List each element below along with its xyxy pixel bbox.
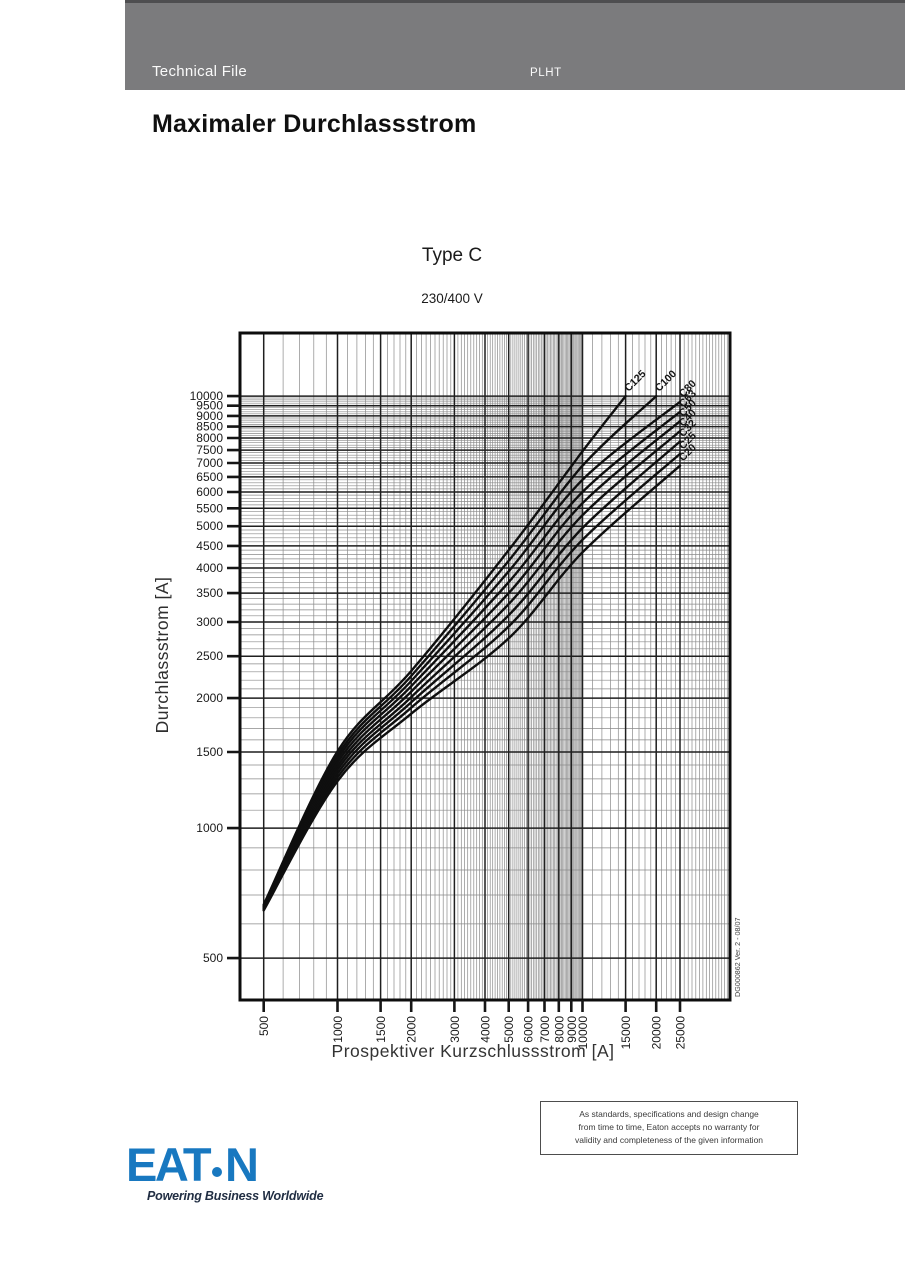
y-tick-label: 9500	[196, 399, 223, 413]
disclaimer-box: As standards, specifications and design …	[540, 1101, 798, 1155]
x-axis-title: Prospektiver Kurzschlussstrom [A]	[332, 1041, 615, 1061]
y-tick-label: 3500	[196, 586, 223, 600]
y-tick-label: 3000	[196, 615, 223, 629]
y-tick-label: 2500	[196, 649, 223, 663]
curve-lines	[262, 394, 682, 912]
x-tick-label: 500	[257, 1016, 271, 1036]
header-title: Technical File	[152, 63, 248, 80]
eaton-tagline: Powering Business Worldwide	[147, 1189, 324, 1203]
logo-letter: N	[225, 1138, 259, 1191]
curve-C125	[262, 394, 627, 906]
curve-C100	[262, 394, 658, 907]
x-tick-label: 5000	[502, 1016, 516, 1043]
page-title: Maximaler Durchlassstrom	[152, 110, 477, 138]
curve-C63	[262, 410, 682, 908]
axis-tick-labels: 500 1000 1500 2000 2500 3000 3500 4000 4500 5000 5…	[190, 389, 688, 1049]
x-tick-label: 15000	[619, 1016, 633, 1050]
x-tick-label: 2000	[405, 1016, 419, 1043]
y-tick-label: 1500	[196, 745, 223, 759]
x-tick-label: 8000	[552, 1016, 566, 1043]
eaton-logo: EAT N Powering Business Worldwide	[126, 1141, 324, 1203]
y-tick-label: 8500	[196, 420, 223, 434]
disclaimer-line: from time to time, Eaton accepts no warr…	[578, 1122, 760, 1133]
y-tick-label: 7000	[196, 456, 223, 470]
x-tick-label: 7000	[538, 1016, 552, 1043]
x-tick-label: 9000	[565, 1016, 579, 1043]
y-tick-label: 4500	[196, 539, 223, 553]
y-tick-label: 10000	[190, 389, 224, 403]
logo-letter: T	[182, 1138, 212, 1191]
disclaimer-line: As standards, specifications and design …	[579, 1109, 759, 1119]
header-product-code: PLHT	[530, 67, 562, 79]
y-tick-label: 4000	[196, 561, 223, 575]
y-tick-label: 8000	[196, 431, 223, 445]
y-tick-label: 6000	[196, 485, 223, 499]
x-tick-label: 1500	[374, 1016, 388, 1043]
header-bar: Technical File PLHT	[125, 0, 905, 90]
y-tick-label: 500	[203, 951, 223, 965]
axis-ticks	[227, 394, 682, 1012]
x-tick-label: 20000	[650, 1016, 664, 1050]
curve-C40	[262, 429, 682, 910]
y-tick-label: 6500	[196, 470, 223, 484]
y-tick-label: 2000	[196, 691, 223, 705]
tick-marks-path	[227, 394, 682, 1012]
y-tick-label: 7500	[196, 443, 223, 457]
x-tick-label: 3000	[448, 1016, 462, 1043]
curve-C25	[262, 452, 682, 911]
eaton-dot-icon	[212, 1167, 223, 1177]
y-tick-label: 1000	[196, 821, 223, 835]
x-tick-label: 10000	[576, 1016, 590, 1050]
chart-subtitle: 230/400 V	[421, 291, 483, 306]
curve-C80	[262, 400, 682, 908]
logo-letter: E	[126, 1138, 157, 1191]
grid-major-lines	[240, 333, 730, 1000]
x-tick-label: 1000	[331, 1016, 345, 1043]
grid-major-path	[240, 333, 730, 1000]
x-tick-label: 4000	[479, 1016, 493, 1043]
curve-C50	[262, 420, 682, 909]
x-tick-label: 25000	[674, 1016, 688, 1050]
curve-C32	[262, 440, 682, 911]
y-tick-label: 9000	[196, 409, 223, 423]
logo-letter: A	[154, 1138, 185, 1191]
disclaimer-line: validity and completeness of the given i…	[574, 1135, 764, 1146]
x-tick-label: 6000	[522, 1016, 536, 1043]
chart-title: Type C	[421, 245, 483, 266]
curve-C20	[262, 464, 682, 912]
eaton-wordmark: EAT N	[126, 1141, 323, 1188]
y-tick-label: 5000	[196, 519, 223, 533]
y-tick-label: 5500	[196, 501, 223, 515]
doc-reference-vertical-text: DG000862 Ver. 2 - 08/07	[733, 917, 742, 997]
y-axis-title: Durchlassstrom [A]	[152, 577, 172, 734]
